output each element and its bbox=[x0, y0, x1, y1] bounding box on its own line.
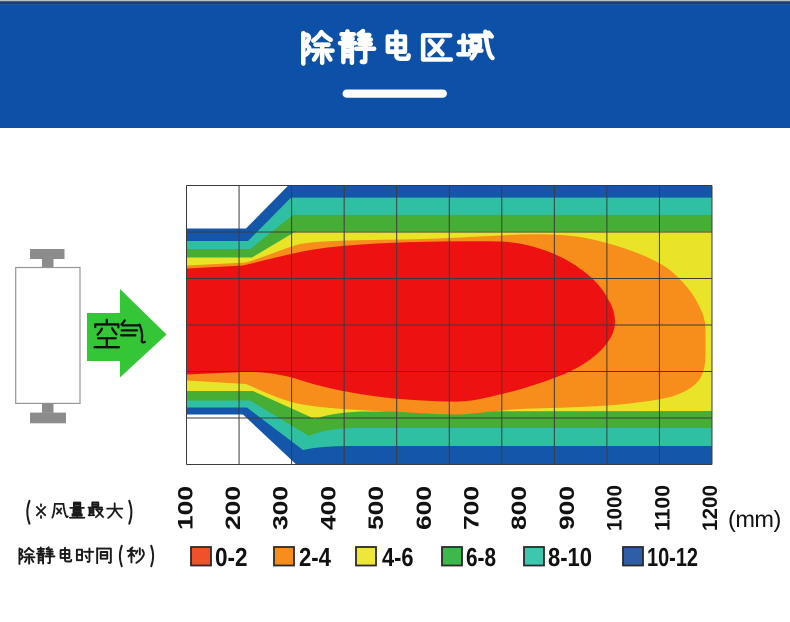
svg-text:1100: 1100 bbox=[650, 485, 674, 531]
svg-text:700: 700 bbox=[460, 486, 484, 530]
svg-text:900: 900 bbox=[555, 486, 579, 530]
svg-text:200: 200 bbox=[221, 486, 245, 530]
svg-text:500: 500 bbox=[364, 486, 388, 530]
svg-text:10-12: 10-12 bbox=[647, 544, 698, 572]
svg-text:8-10: 8-10 bbox=[548, 544, 592, 572]
svg-text:2-4: 2-4 bbox=[299, 544, 332, 572]
svg-text:100: 100 bbox=[173, 486, 197, 530]
svg-text:800: 800 bbox=[507, 486, 531, 530]
svg-text:0-2: 0-2 bbox=[215, 544, 248, 572]
svg-text:6-8: 6-8 bbox=[466, 544, 496, 572]
svg-text:600: 600 bbox=[412, 486, 436, 530]
svg-text:4-6: 4-6 bbox=[382, 544, 414, 572]
svg-text:1000: 1000 bbox=[603, 485, 627, 531]
svg-text:1200: 1200 bbox=[698, 485, 722, 531]
svg-text:(mm): (mm) bbox=[728, 506, 781, 532]
svg-text:300: 300 bbox=[269, 486, 293, 530]
svg-text:400: 400 bbox=[316, 486, 340, 530]
